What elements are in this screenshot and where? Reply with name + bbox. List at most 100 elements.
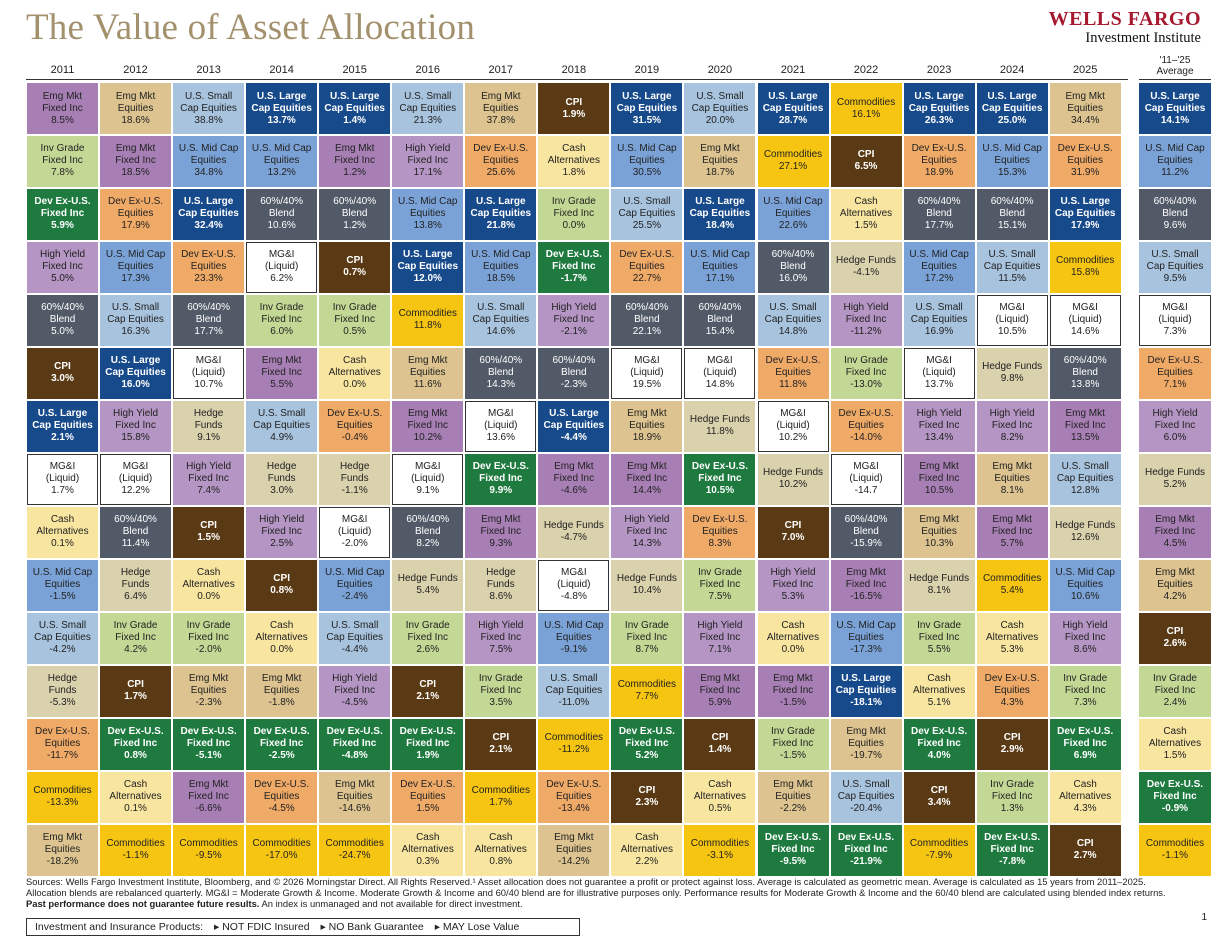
table-cell: Inv Grade Fixed Inc 3.5% bbox=[465, 665, 537, 717]
cell-asset-label: High Yield Fixed Inc bbox=[405, 143, 451, 167]
table-cell: Commodities -9.5% bbox=[173, 824, 245, 876]
cell-asset-label: Inv Grade Fixed Inc bbox=[478, 673, 523, 697]
cell-return-value: 15.8% bbox=[1071, 267, 1100, 279]
cell-return-value: -1.1% bbox=[1161, 850, 1189, 862]
cell-return-value: -0.4% bbox=[341, 432, 368, 444]
cell-return-value: -13.3% bbox=[46, 797, 79, 809]
table-cell: MG&I (Liquid) 19.5% bbox=[611, 347, 683, 399]
cell-asset-label: CPI bbox=[565, 96, 583, 108]
cell-return-value: 18.5% bbox=[486, 273, 515, 285]
table-cell: Commodities 1.7% bbox=[465, 771, 537, 823]
cell-asset-label: Cash Alternatives bbox=[36, 514, 89, 538]
cell-asset-label: U.S. Mid Cap Equities bbox=[617, 143, 677, 167]
cell-asset-label: Inv Grade Fixed Inc bbox=[186, 620, 231, 644]
cell-asset-label: Dev Ex-U.S. Fixed Inc bbox=[911, 726, 968, 750]
cell-return-value: -7.9% bbox=[926, 850, 953, 862]
table-cell: High Yield Fixed Inc 17.1% bbox=[392, 135, 464, 187]
cell-asset-label: Emg Mkt Fixed Inc bbox=[115, 143, 156, 167]
table-cell: Emg Mkt Equities -14.6% bbox=[319, 771, 391, 823]
cell-asset-label: Cash Alternatives bbox=[620, 832, 674, 856]
table-cell: Commodities -17.0% bbox=[246, 824, 318, 876]
cell-return-value: 1.7% bbox=[51, 485, 74, 497]
cell-asset-label: Commodities bbox=[325, 838, 384, 850]
table-cell: Dev Ex-U.S. Fixed Inc -2.5% bbox=[246, 718, 318, 770]
cell-asset-label: CPI bbox=[1003, 732, 1021, 744]
cell-return-value: 1.7% bbox=[124, 691, 147, 703]
table-cell: High Yield Fixed Inc -2.1% bbox=[538, 294, 610, 346]
table-cell: Cash Alternatives 0.5% bbox=[684, 771, 756, 823]
cell-return-value: 14.3% bbox=[486, 379, 515, 391]
cell-asset-label: CPI bbox=[127, 679, 144, 691]
cell-asset-label: Cash Alternatives bbox=[182, 567, 235, 591]
table-cell: Cash Alternatives 0.0% bbox=[319, 347, 391, 399]
cell-return-value: 0.0% bbox=[562, 220, 586, 232]
cell-asset-label: 60%/40% Blend bbox=[771, 249, 815, 273]
cell-return-value: 17.1% bbox=[413, 167, 442, 179]
cell-return-value: 8.3% bbox=[708, 538, 732, 550]
disclaimer-label: Investment and Insurance Products: bbox=[35, 921, 204, 933]
table-cell: High Yield Fixed Inc 14.3% bbox=[611, 506, 683, 558]
table-cell: U.S. Mid Cap Equities 13.2% bbox=[246, 135, 318, 187]
cell-return-value: -14.2% bbox=[557, 856, 590, 868]
cell-return-value: 1.8% bbox=[562, 167, 586, 179]
cell-asset-label: U.S. Large Cap Equities bbox=[835, 673, 897, 697]
table-cell: Hedge Funds 10.4% bbox=[611, 559, 683, 611]
cell-return-value: 1.5% bbox=[1163, 750, 1187, 762]
table-cell: Emg Mkt Fixed Inc 4.5% bbox=[1139, 506, 1211, 558]
cell-asset-label: Emg Mkt Fixed Inc bbox=[918, 461, 960, 485]
cell-asset-label: High Yield Fixed Inc bbox=[259, 514, 305, 538]
cell-asset-label: CPI bbox=[54, 361, 71, 373]
table-cell: U.S. Mid Cap Equities -1.5% bbox=[27, 559, 98, 611]
cell-asset-label: Commodities bbox=[763, 149, 823, 161]
cell-return-value: 16.0% bbox=[121, 379, 150, 391]
cell-return-value: 1.5% bbox=[197, 532, 220, 544]
cell-asset-label: U.S. Small Cap Equities bbox=[253, 408, 310, 432]
table-cell: Inv Grade Fixed Inc 4.2% bbox=[100, 612, 172, 664]
cell-return-value: 2.4% bbox=[1163, 697, 1187, 709]
cell-asset-label: Commodities bbox=[106, 838, 165, 850]
column-header-year: 2012 bbox=[123, 64, 148, 76]
cell-asset-label: 60%/40% Blend bbox=[625, 302, 669, 326]
cell-asset-label: U.S. Small Cap Equities bbox=[1146, 249, 1204, 273]
cell-return-value: 15.4% bbox=[705, 326, 735, 338]
cell-return-value: 4.2% bbox=[1163, 591, 1187, 603]
table-cell: High Yield Fixed Inc 5.0% bbox=[27, 241, 98, 293]
cell-return-value: 5.9% bbox=[708, 697, 732, 709]
cell-return-value: 26.3% bbox=[924, 114, 954, 126]
cell-return-value: -3.1% bbox=[706, 850, 733, 862]
cell-asset-label: Emg Mkt Equities bbox=[1065, 90, 1105, 114]
table-cell: Hedge Funds 8.1% bbox=[903, 559, 975, 611]
table-cell: Emg Mkt Fixed Inc 10.2% bbox=[392, 400, 464, 452]
table-cell: Dev Ex-U.S. Fixed Inc 0.8% bbox=[100, 718, 172, 770]
cell-asset-label: Emg Mkt Equities bbox=[334, 779, 375, 803]
cell-asset-label: Emg Mkt Fixed Inc bbox=[1154, 514, 1196, 538]
cell-asset-label: Dev Ex-U.S. Equities bbox=[473, 143, 529, 167]
table-cell: Emg Mkt Fixed Inc 10.5% bbox=[903, 453, 975, 505]
table-cell: Commodities 16.1% bbox=[830, 83, 902, 134]
cell-return-value: 5.1% bbox=[927, 697, 951, 709]
table-cell: MG&I (Liquid) 14.8% bbox=[684, 347, 756, 399]
cell-return-value: 1.3% bbox=[1000, 803, 1024, 815]
cell-return-value: -24.7% bbox=[338, 850, 371, 862]
cell-return-value: 19.5% bbox=[632, 379, 662, 391]
cell-asset-label: Commodities bbox=[909, 838, 969, 850]
column-header-year: 2025 bbox=[1072, 64, 1098, 76]
cell-return-value: 22.7% bbox=[632, 273, 662, 285]
cell-return-value: 17.9% bbox=[121, 220, 150, 232]
cell-return-value: -16.5% bbox=[850, 591, 882, 603]
cell-return-value: 18.4% bbox=[705, 220, 735, 232]
cell-return-value: 9.8% bbox=[1000, 373, 1024, 385]
cell-asset-label: Emg Mkt Fixed Inc bbox=[553, 461, 595, 485]
table-cell: Hedge Funds 12.6% bbox=[1049, 506, 1121, 558]
cell-asset-label: Cash Alternatives bbox=[766, 620, 820, 644]
cell-asset-label: Dev Ex-U.S. Equities bbox=[765, 355, 821, 379]
cell-asset-label: U.S. Large Cap Equities bbox=[397, 249, 459, 273]
table-cell: Inv Grade Fixed Inc 8.7% bbox=[611, 612, 683, 664]
cell-asset-label: High Yield Fixed Inc bbox=[1152, 408, 1198, 432]
column-header-year: 2024 bbox=[999, 64, 1025, 76]
table-cell: Dev Ex-U.S. Equities 22.7% bbox=[611, 241, 683, 293]
cell-asset-label: Dev Ex-U.S. Fixed Inc bbox=[107, 726, 164, 750]
cell-asset-label: U.S. Mid Cap Equities bbox=[763, 196, 823, 220]
cell-asset-label: Emg Mkt Equities bbox=[188, 673, 229, 697]
cell-return-value: 0.1% bbox=[124, 803, 147, 815]
